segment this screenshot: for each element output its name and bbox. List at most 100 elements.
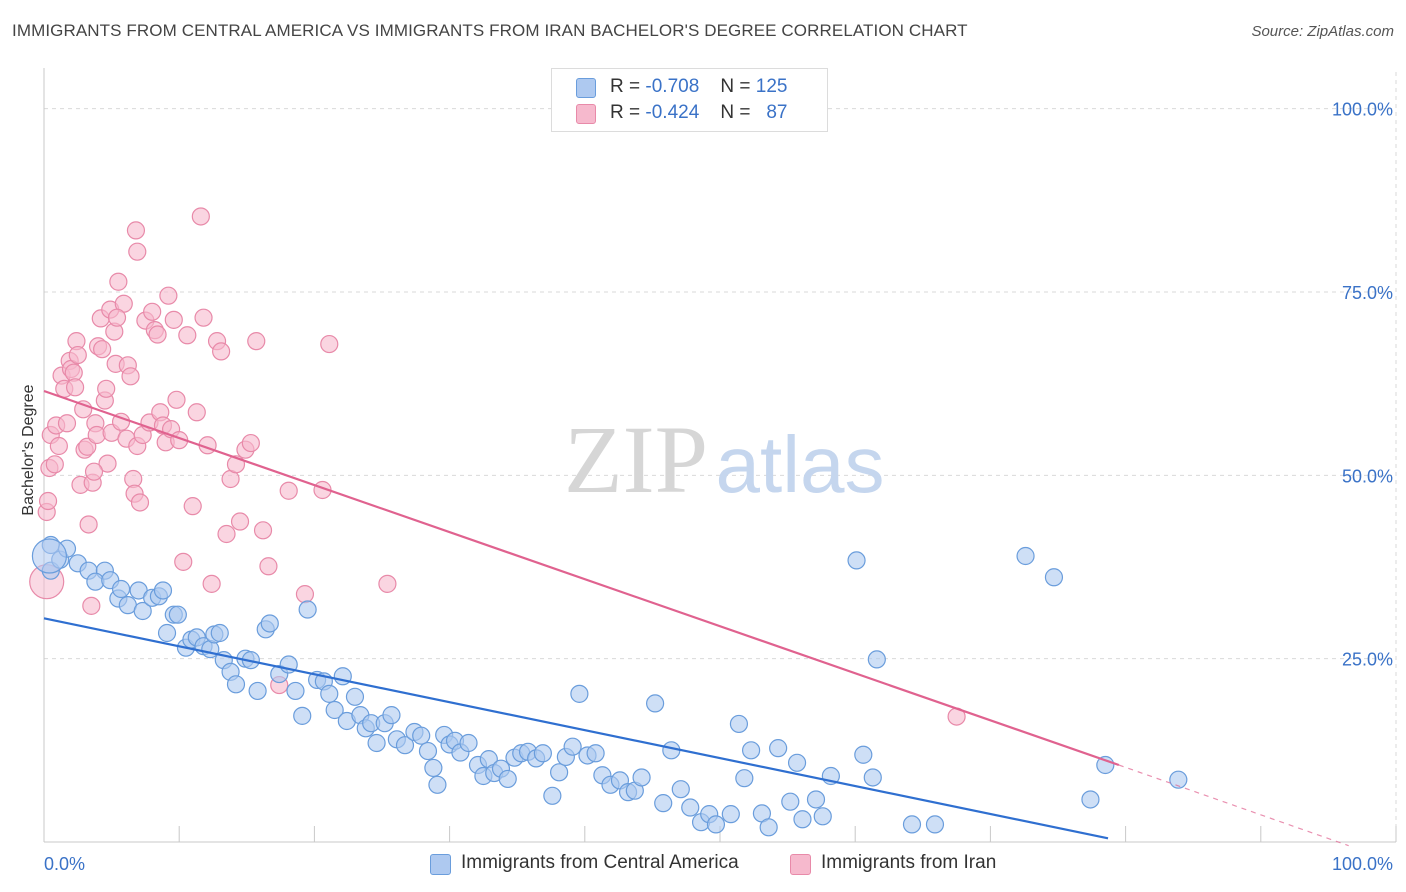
point-iran — [143, 302, 162, 321]
point-iran — [98, 454, 117, 473]
point-central-america — [806, 790, 826, 809]
x-tick-label-max: 100.0% — [1332, 854, 1393, 874]
point-central-america — [157, 623, 177, 643]
point-central-america — [412, 726, 431, 745]
point-iran — [259, 557, 278, 576]
point-iran — [320, 334, 339, 354]
point-central-america — [382, 706, 401, 725]
point-iran — [191, 207, 210, 226]
y-axis-label: Bachelor's Degree — [20, 384, 37, 516]
point-iran — [247, 332, 266, 351]
point-iran — [279, 481, 298, 500]
correlation-legend: R = -0.708 N = 125 R = -0.424 N = 87 — [551, 68, 828, 132]
point-iran — [217, 524, 236, 544]
trend-lines — [43, 389, 1349, 847]
source-label: Source: ZipAtlas.com — [1251, 23, 1394, 40]
point-iran — [87, 425, 106, 445]
point-central-america — [418, 741, 438, 761]
legend-swatch-iran — [576, 104, 596, 124]
point-iran — [194, 308, 213, 327]
point-central-america — [735, 769, 754, 788]
point-central-america — [1044, 568, 1064, 587]
legend-swatch-iran — [790, 854, 811, 875]
point-central-america — [111, 579, 131, 599]
point-iran — [82, 596, 101, 615]
point-iran — [230, 512, 250, 531]
watermark-atlas: atlas — [716, 420, 885, 509]
point-central-america — [533, 744, 552, 763]
point-iran — [174, 552, 193, 571]
point-central-america — [550, 763, 569, 782]
point-iran — [109, 272, 128, 291]
point-central-america — [706, 815, 726, 834]
point-iran — [38, 491, 58, 511]
point-iran — [212, 342, 231, 361]
point-iran — [130, 493, 150, 512]
point-iran — [167, 390, 186, 409]
point-iran — [241, 433, 260, 453]
point-central-america — [781, 792, 800, 811]
point-iran — [202, 574, 221, 593]
point-central-america — [210, 623, 229, 643]
point-central-america — [925, 815, 945, 834]
legend-n-label: N = — [720, 76, 751, 97]
point-central-america — [1169, 770, 1188, 789]
point-iran — [126, 221, 146, 240]
point-central-america — [867, 650, 886, 669]
point-iran — [97, 379, 116, 398]
point-central-america — [428, 775, 447, 794]
legend-r-value: -0.424 — [645, 102, 700, 123]
point-central-america — [902, 815, 922, 834]
point-central-america — [168, 605, 187, 624]
point-central-america — [286, 681, 305, 701]
x-tick-labels: 0.0% 100.0% — [44, 854, 1393, 874]
point-iran — [178, 326, 197, 345]
point-central-america — [424, 758, 443, 778]
point-central-america — [721, 805, 740, 824]
point-central-america — [741, 741, 761, 760]
point-central-america — [793, 810, 812, 829]
point-central-america — [729, 714, 749, 734]
point-central-america — [654, 794, 673, 813]
point-iran — [187, 403, 206, 422]
point-central-america — [847, 551, 866, 570]
y-tick-label: 100.0% — [1332, 100, 1393, 120]
point-central-america — [395, 736, 415, 755]
point-central-america — [133, 601, 152, 621]
watermark: ZIP atlas — [564, 406, 884, 513]
point-central-america — [759, 818, 778, 837]
legend-label-central-america: Immigrants from Central America — [461, 852, 739, 873]
point-central-america — [293, 706, 312, 725]
y-tick-labels: 25.0% 50.0% 75.0% 100.0% — [1332, 100, 1393, 670]
point-central-america — [298, 600, 317, 619]
point-central-america — [570, 684, 589, 703]
trend-line-iran-extension — [1118, 764, 1349, 847]
point-central-america — [787, 753, 807, 772]
point-central-america — [769, 739, 788, 758]
point-iran — [65, 378, 85, 397]
legend-n-value: 87 — [766, 102, 788, 123]
watermark-zip: ZIP — [564, 406, 708, 513]
point-central-america — [498, 769, 517, 789]
x-tick-label-min: 0.0% — [44, 854, 85, 874]
y-tick-label: 25.0% — [1342, 650, 1393, 670]
point-iran — [49, 436, 68, 456]
point-central-america — [863, 768, 882, 787]
y-axis-label-wrap: Bachelor's Degree — [14, 360, 44, 540]
point-iran — [68, 345, 87, 365]
point-central-america — [1081, 790, 1100, 809]
axes — [43, 68, 1397, 843]
point-central-america — [563, 737, 582, 756]
chart-title: IMMIGRANTS FROM CENTRAL AMERICA VS IMMIG… — [12, 21, 968, 40]
point-central-america — [646, 694, 665, 713]
point-iran — [107, 308, 127, 327]
point-central-america — [854, 745, 873, 764]
point-iran — [79, 515, 98, 534]
point-central-america — [325, 700, 344, 720]
point-iran — [128, 242, 147, 261]
point-iran — [121, 367, 140, 386]
point-central-america — [681, 798, 700, 817]
point-central-america — [248, 681, 267, 701]
point-iran — [148, 325, 167, 344]
